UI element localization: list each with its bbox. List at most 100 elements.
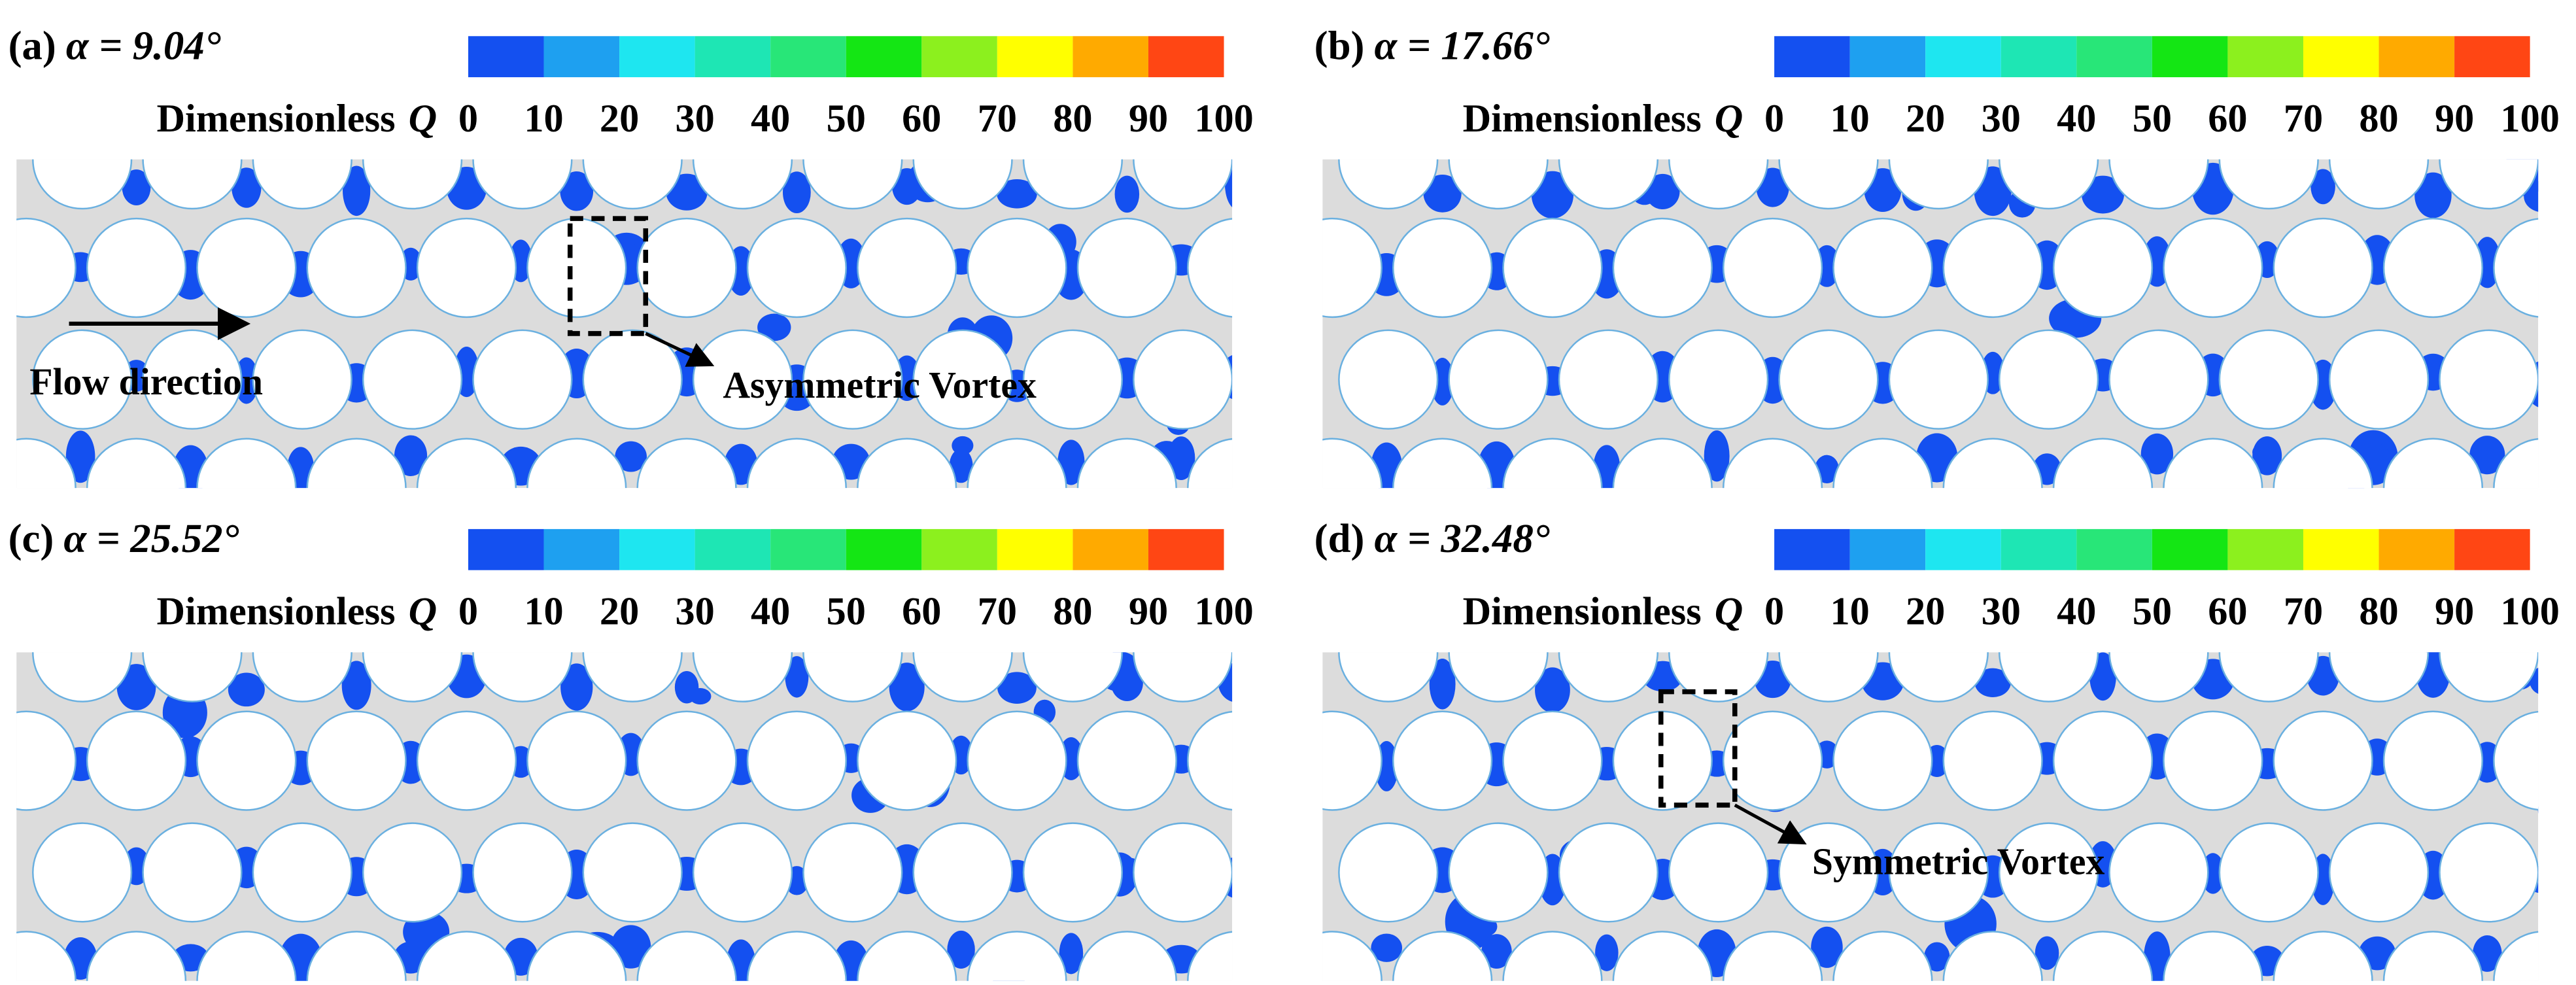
cylinder	[967, 710, 1067, 811]
colorbar-symbol: Q	[409, 97, 438, 141]
cylinder	[1133, 652, 1233, 702]
vortex-blob	[1167, 436, 1195, 480]
colorbar-tick: 30	[675, 97, 714, 141]
colorbar-tick: 100	[2500, 590, 2559, 634]
cylinder	[2273, 710, 2373, 811]
vortex-blob	[232, 167, 262, 208]
colorbar-tick: 10	[1830, 590, 1869, 634]
colorbar-tick: 60	[902, 590, 941, 634]
vortex-blob	[560, 663, 593, 711]
vortex-blob	[785, 656, 809, 698]
colorbar-cell	[2152, 528, 2228, 570]
cylinder	[416, 438, 517, 489]
colorbar-cell	[1849, 36, 1926, 78]
cylinder	[582, 329, 683, 430]
vortex-blob	[1704, 430, 1730, 482]
cylinder	[196, 710, 297, 811]
cylinder	[416, 217, 517, 319]
panel-title: (a) α = 9.04°	[9, 22, 221, 68]
vortex-blob	[2469, 436, 2505, 475]
cylinder	[1187, 931, 1233, 981]
cylinder	[1338, 822, 1439, 923]
cylinder	[472, 822, 573, 923]
panel: (a) α = 9.04° 0 10 20 30 40 50 60 70 80 90 100 Dimens…	[9, 22, 1254, 489]
cylinder	[1722, 710, 1823, 811]
annotation: Asymmetric Vortex	[723, 365, 1037, 406]
colorbar-tick: 60	[2208, 590, 2247, 634]
cylinder	[2328, 822, 2430, 923]
cylinder	[416, 710, 517, 811]
cylinder	[196, 217, 297, 319]
cylinder	[1558, 329, 1658, 430]
cylinder	[692, 652, 793, 702]
colorbar-cell	[2454, 528, 2530, 570]
colorbar-tick: 70	[2284, 590, 2323, 634]
cylinder	[1832, 217, 1933, 319]
vortex-blob	[122, 169, 151, 205]
cylinder	[2439, 652, 2539, 702]
vortex-blob	[997, 179, 1037, 209]
vortex-blob	[2543, 275, 2576, 324]
vortex-blob	[2310, 169, 2335, 205]
panel-angle: α = 17.66°	[1375, 22, 1550, 68]
colorbar-tick: 10	[1830, 97, 1869, 141]
vortex-blob	[1277, 749, 1305, 783]
cylinder	[1392, 217, 1493, 319]
cylinder	[252, 159, 352, 210]
cylinder	[582, 652, 683, 702]
colorbar-cell	[468, 36, 544, 78]
cylinder	[1076, 438, 1177, 489]
fluid-domain	[16, 652, 1233, 981]
vortex-blob	[1535, 667, 1570, 713]
colorbar-tick: 50	[2133, 590, 2172, 634]
cylinder	[1999, 159, 2099, 210]
cylinder	[1778, 329, 1879, 430]
colorbar-symbol: Q	[1715, 590, 1743, 634]
cylinder	[2108, 329, 2209, 430]
cylinder	[1448, 159, 1549, 210]
cylinder	[252, 329, 352, 430]
vortex-blob	[892, 168, 922, 205]
cylinder	[472, 652, 573, 702]
vortex-blob	[1114, 175, 1140, 213]
cylinder	[32, 822, 133, 923]
cylinder	[1778, 159, 1879, 210]
cylinder	[1392, 931, 1493, 981]
cylinder	[746, 438, 847, 489]
cylinder	[1133, 159, 1233, 210]
colorbar-cell	[2379, 36, 2455, 78]
cylinder	[802, 329, 903, 430]
vortex-blob	[1974, 668, 2011, 697]
panel: (c) α = 25.52° 0 10 20 30 40 50 60 70 80 90 100 Dimen…	[9, 515, 1309, 981]
cylinder	[1022, 822, 1124, 923]
cylinder	[912, 329, 1013, 430]
colorbar-cell	[2001, 528, 2077, 570]
vortex-blob	[1110, 665, 1143, 701]
cylinder	[2550, 823, 2576, 922]
cylinder	[362, 329, 463, 430]
cylinder	[2273, 931, 2373, 981]
vortex-blob	[1059, 933, 1084, 975]
cylinder	[802, 822, 903, 923]
panel: (b) α = 17.66° 0 10 20 30 40 50 60 70 80 90 100 Dimen…	[1314, 22, 2576, 489]
vortex-blob	[1645, 173, 1680, 210]
cylinder	[912, 159, 1013, 210]
vortex-blob	[2082, 175, 2124, 214]
cylinder	[1832, 438, 1933, 489]
cylinder	[2382, 931, 2484, 981]
vortex-blob	[615, 441, 647, 472]
cylinder	[857, 710, 957, 811]
cylinder	[2218, 159, 2319, 210]
cylinder	[2108, 652, 2209, 702]
colorbar-tick: 20	[1906, 590, 1945, 634]
cylinder	[692, 822, 793, 923]
vortex-blob	[1274, 933, 1309, 970]
cylinder	[32, 329, 133, 430]
colorbar-cell	[1148, 36, 1224, 78]
vortex-blob	[2537, 806, 2539, 814]
colorbar-cell	[2303, 36, 2379, 78]
cylinder	[306, 931, 407, 981]
cylinder	[2328, 652, 2430, 702]
cylinder	[636, 710, 737, 811]
colorbar-cell	[997, 528, 1073, 570]
